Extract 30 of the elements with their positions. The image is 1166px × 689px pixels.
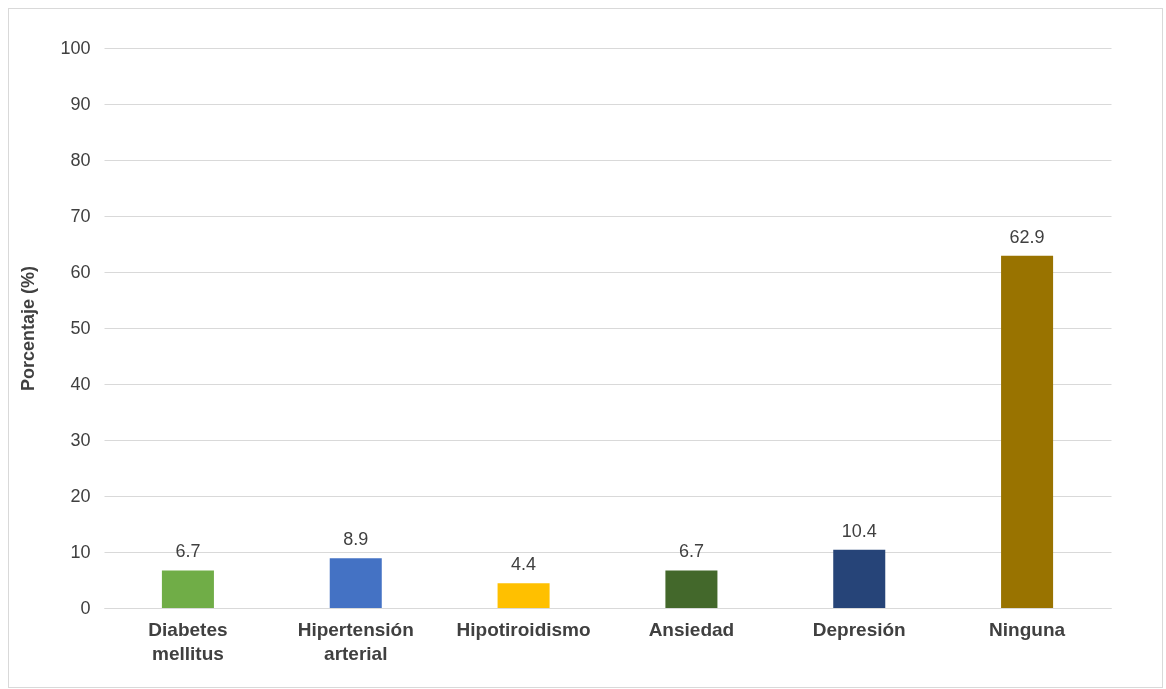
y-tick-label: 20 [70,485,91,506]
y-axis-title: Porcentaje (%) [18,265,39,392]
y-tick-label: 40 [70,373,91,394]
data-label: 62.9 [1009,226,1045,247]
bar [161,570,214,608]
x-tick-label: Ninguna [989,618,1066,640]
y-tick-label: 100 [60,37,91,58]
y-tick-label: 50 [70,317,91,338]
data-label: 4.4 [511,554,537,575]
bar [833,549,886,608]
data-label: 8.9 [343,529,369,550]
data-label: 6.7 [678,541,704,562]
x-tick-label: Hipertensión arterial [297,618,414,664]
x-tick-label: Hipotiroidismo [456,618,591,640]
data-label: 10.4 [841,520,877,541]
y-tick-label: 90 [70,93,91,114]
y-tick-label: 60 [70,261,91,282]
y-tick-label: 10 [70,541,91,562]
data-label: 6.7 [175,541,201,562]
y-tick-label: 0 [80,597,91,618]
y-tick-label: 30 [70,429,91,450]
bar [329,558,382,608]
bar [665,570,718,608]
y-tick-label: 80 [70,149,91,170]
x-tick-label: Diabetes mellitus [148,618,228,664]
x-tick-label: Depresión [812,618,906,640]
bar [497,583,550,608]
x-tick-label: Ansiedad [648,618,735,640]
bar [1001,255,1054,608]
y-tick-label: 70 [70,205,91,226]
